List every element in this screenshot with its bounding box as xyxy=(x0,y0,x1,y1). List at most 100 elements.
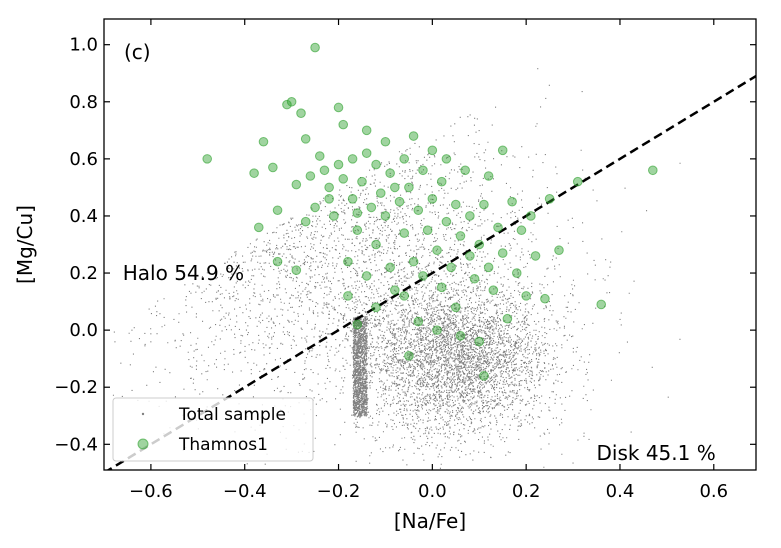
thamnos1-point xyxy=(413,205,424,216)
thamnos1-point xyxy=(436,176,447,187)
legend: Total sample Thamnos1 xyxy=(112,397,314,462)
thamnos1-point xyxy=(441,216,452,227)
y-tick-label: 0.0 xyxy=(69,320,98,341)
thamnos1-point xyxy=(366,202,377,213)
thamnos1-point xyxy=(469,273,480,284)
thamnos1-point xyxy=(446,262,456,273)
x-tick-label: −0.2 xyxy=(317,481,361,502)
x-tick-label: 0.6 xyxy=(699,481,728,502)
thamnos1-point xyxy=(310,42,320,53)
thamnos1-point xyxy=(300,134,311,144)
thamnos1-point xyxy=(474,239,485,250)
x-tick-label: 0.2 xyxy=(512,481,541,502)
thamnos1-point xyxy=(455,231,466,241)
y-tick-label: 0.6 xyxy=(69,149,98,170)
thamnos1-point xyxy=(483,262,494,273)
thamnos1-point xyxy=(404,351,414,361)
x-tick-label: −0.4 xyxy=(223,481,267,502)
thamnos1-point xyxy=(258,136,269,147)
thamnos1-point xyxy=(357,176,367,187)
thamnos1-point xyxy=(479,371,489,381)
divider-line xyxy=(106,74,756,470)
thamnos1-point xyxy=(404,182,414,193)
thamnos1-point xyxy=(268,162,278,173)
thamnos1-point xyxy=(474,336,485,347)
thamnos1-point xyxy=(483,171,494,181)
panel-label: (c) xyxy=(124,40,151,64)
thamnos1-point xyxy=(347,154,358,164)
thamnos1-point xyxy=(390,182,400,193)
legend-label-total-sample: Total sample xyxy=(178,405,286,425)
thamnos1-points xyxy=(202,42,658,381)
thamnos1-point xyxy=(343,291,353,301)
thamnos1-point xyxy=(526,211,536,221)
thamnos1-point xyxy=(432,325,442,335)
thamnos1-point xyxy=(507,196,517,207)
thamnos1-point xyxy=(394,196,405,207)
y-tick-label: 1.0 xyxy=(69,35,98,56)
y-tick-label: 0.4 xyxy=(69,206,98,227)
thamnos1-point xyxy=(333,102,344,113)
thamnos1-point xyxy=(282,99,292,110)
y-axis-title: [Mg/Cu] xyxy=(13,205,37,284)
thamnos1-point xyxy=(352,225,363,236)
axis-ticks xyxy=(104,19,756,470)
thamnos1-point xyxy=(343,256,353,267)
thamnos1-point xyxy=(361,125,372,136)
thamnos1-point xyxy=(455,331,466,341)
thamnos1-point xyxy=(310,202,320,213)
thamnos1-point xyxy=(497,248,508,258)
thamnos1-point xyxy=(493,222,503,233)
thamnos1-point xyxy=(648,165,658,176)
thamnos1-point xyxy=(371,159,381,170)
thamnos1-point xyxy=(413,316,424,327)
y-tick-label: −0.4 xyxy=(54,434,98,455)
halo-annotation: Halo 54.9 % xyxy=(123,261,244,285)
legend-label-thamnos1: Thamnos1 xyxy=(178,435,268,455)
thamnos1-point xyxy=(502,313,513,324)
thamnos1-point xyxy=(427,194,438,204)
disk-annotation: Disk 45.1 % xyxy=(597,441,716,465)
thamnos1-point xyxy=(375,188,386,198)
thamnos1-point xyxy=(333,159,344,170)
thamnos1-point xyxy=(460,165,470,176)
thamnos1-point xyxy=(554,245,564,256)
thamnos1-point xyxy=(450,302,461,313)
thamnos1-point xyxy=(390,285,400,295)
thamnos1-point xyxy=(544,194,555,204)
thamnos1-point xyxy=(352,208,363,218)
thamnos1-point xyxy=(399,228,410,238)
thamnos1-point xyxy=(202,154,212,164)
thamnos1-point xyxy=(418,271,428,281)
total-sample-cloud xyxy=(112,68,681,470)
thamnos1-point xyxy=(352,319,363,330)
thamnos1-point xyxy=(572,176,583,187)
thamnos1-point xyxy=(291,265,302,275)
thamnos1-point xyxy=(399,291,410,301)
thamnos1-point xyxy=(540,293,550,304)
y-tick-label: 0.2 xyxy=(69,263,98,284)
thamnos1-point xyxy=(427,145,438,156)
thamnos1-point xyxy=(465,251,475,261)
thamnos1-point xyxy=(418,165,428,176)
thamnos1-point xyxy=(432,245,442,256)
thamnos1-point xyxy=(521,291,531,301)
thamnos1-point xyxy=(296,108,306,118)
thamnos1-point xyxy=(408,256,419,267)
thamnos1-point xyxy=(272,205,283,216)
thamnos1-point xyxy=(488,285,499,295)
thamnos1-point xyxy=(272,256,283,267)
divider-line-layer xyxy=(106,74,756,470)
thamnos1-point xyxy=(253,222,264,233)
thamnos1-point xyxy=(329,211,339,221)
thamnos1-point xyxy=(497,145,508,156)
thamnos1-point xyxy=(422,225,433,236)
tick-labels: −0.6 −0.4 −0.2 0.0 0.2 0.4 0.6 −0.4 −0.2 0.0 0.2 0.… xyxy=(54,35,728,502)
total-sample-points xyxy=(112,68,681,470)
thamnos1-point xyxy=(305,171,316,181)
thamnos1-point xyxy=(361,271,372,281)
thamnos1-point xyxy=(314,151,325,161)
thamnos1-point xyxy=(516,225,527,236)
thamnos1-point xyxy=(408,131,419,141)
